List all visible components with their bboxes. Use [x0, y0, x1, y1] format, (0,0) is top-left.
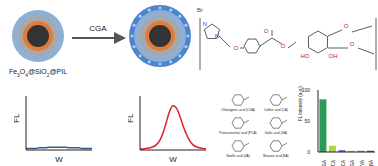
svg-text:FL: FL	[128, 113, 135, 123]
svg-text:CGA: CGA	[89, 24, 107, 33]
svg-text:CA: CA	[331, 160, 336, 166]
svg-text:O: O	[234, 45, 239, 51]
svg-text:100: 100	[302, 87, 311, 93]
svg-text:W: W	[55, 155, 63, 162]
svg-text:50: 50	[304, 118, 310, 124]
svg-text:O: O	[281, 43, 286, 49]
svg-text:HO: HO	[301, 53, 310, 59]
svg-text:N: N	[203, 21, 207, 27]
svg-text:O: O	[350, 41, 355, 47]
svg-text:FL Intensity (a.u.): FL Intensity (a.u.)	[298, 86, 303, 121]
svg-text:O: O	[264, 28, 269, 34]
svg-text:N: N	[215, 33, 219, 39]
svg-text:O: O	[344, 23, 349, 29]
svg-text:PCA: PCA	[341, 160, 346, 166]
svg-text:Caffeic acid (CA): Caffeic acid (CA)	[264, 108, 288, 112]
svg-text:FL: FL	[14, 113, 21, 123]
svg-text:Br: Br	[197, 7, 203, 13]
svg-text:Chlorogenic acid (CGA): Chlorogenic acid (CGA)	[221, 108, 255, 112]
svg-text:Vanillic acid (VA): Vanillic acid (VA)	[226, 154, 250, 158]
svg-text:Gallic acid (GA): Gallic acid (GA)	[265, 131, 287, 135]
svg-text:BA: BA	[369, 160, 370, 166]
svg-text:W: W	[169, 155, 177, 162]
svg-text:Protocatechuic acid (PCA): Protocatechuic acid (PCA)	[219, 131, 256, 135]
svg-text:GA: GA	[350, 160, 355, 166]
svg-text:VA: VA	[360, 160, 365, 166]
svg-text:OH: OH	[329, 53, 338, 59]
svg-text:0: 0	[307, 149, 310, 155]
svg-text:Benzoic acid (BA): Benzoic acid (BA)	[263, 154, 288, 158]
svg-text:CGA: CGA	[322, 160, 327, 166]
svg-text:Fe3O4@SiO2@PIL: Fe3O4@SiO2@PIL	[9, 68, 67, 78]
